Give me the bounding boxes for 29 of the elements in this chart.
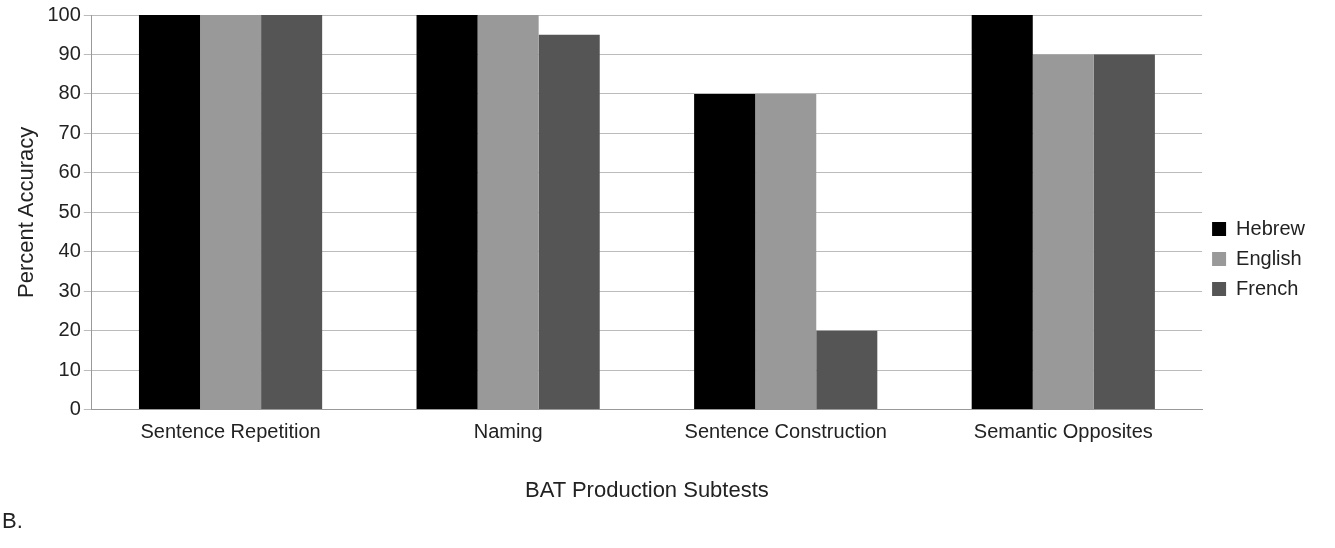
legend-label: English: [1236, 246, 1302, 269]
y-tick-label: 40: [58, 239, 81, 262]
bar: [1093, 54, 1155, 410]
y-tick-label: 20: [58, 318, 81, 341]
y-tick-label: 100: [47, 2, 81, 25]
x-tick-label: Semantic Opposites: [973, 420, 1153, 443]
legend-label: French: [1236, 276, 1299, 299]
y-axis-title: Percent Accuracy: [13, 126, 39, 298]
legend-label: Hebrew: [1236, 216, 1306, 239]
y-tick-label: 10: [58, 357, 81, 380]
y-tick-label: 30: [58, 278, 81, 301]
x-tick-label: Naming: [473, 420, 543, 443]
bar: [694, 93, 756, 410]
text: B.: [2, 508, 23, 534]
y-tick-label: 90: [58, 41, 81, 64]
y-tick-label: 0: [69, 397, 81, 420]
bar: [261, 15, 323, 410]
x-axis-title: BAT Production Subtests: [525, 476, 769, 502]
x-tick-label: Sentence Repetition: [140, 420, 321, 443]
x-tick-label: Sentence Construction: [684, 420, 887, 443]
y-tick-label: 60: [58, 160, 81, 183]
y-tick-label: 50: [58, 199, 81, 222]
bar: [416, 15, 478, 410]
y-tick-label: 80: [58, 81, 81, 104]
bar: [138, 15, 201, 410]
bar: [971, 15, 1033, 410]
bar: [816, 330, 878, 410]
y-tick-label: 70: [58, 120, 81, 143]
bar: [538, 34, 600, 410]
